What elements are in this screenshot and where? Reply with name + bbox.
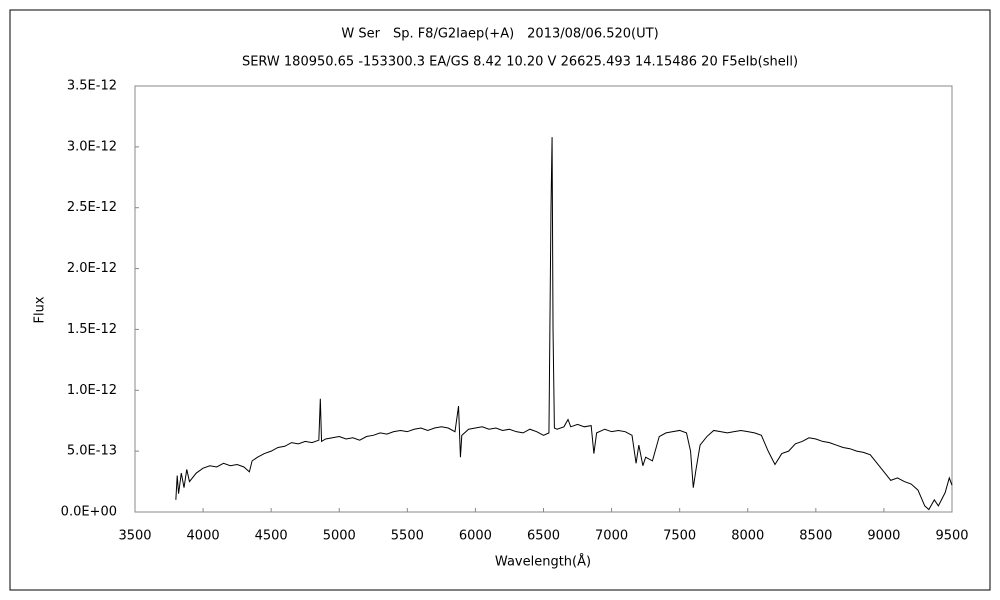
y-tick-label: 5.0E-13 bbox=[67, 444, 117, 459]
x-tick-label: 8500 bbox=[799, 529, 832, 544]
x-tick-label: 3500 bbox=[118, 529, 151, 544]
plot-area bbox=[134, 85, 953, 513]
y-tick-label: 3.5E-12 bbox=[67, 79, 117, 94]
y-tick-label: 2.0E-12 bbox=[67, 261, 117, 276]
x-tick-label: 4500 bbox=[255, 529, 288, 544]
x-tick-label: 7500 bbox=[663, 529, 696, 544]
y-tick-label: 3.0E-12 bbox=[67, 139, 117, 154]
x-tick-label: 6000 bbox=[459, 529, 492, 544]
spectrum-line bbox=[175, 137, 953, 511]
chart-title: W Ser Sp. F8/G2Iaep(+A) 2013/08/06.520(U… bbox=[341, 27, 658, 42]
x-tick-label: 9500 bbox=[935, 529, 968, 544]
x-tick-label: 9000 bbox=[867, 529, 900, 544]
y-tick-label: 1.5E-12 bbox=[67, 322, 117, 337]
x-tick-label: 5500 bbox=[391, 529, 424, 544]
x-tick-label: 8000 bbox=[731, 529, 764, 544]
x-tick-label: 4000 bbox=[187, 529, 220, 544]
y-axis-label: Flux bbox=[33, 296, 48, 323]
x-tick-label: 7000 bbox=[595, 529, 628, 544]
y-tick-label: 2.5E-12 bbox=[67, 200, 117, 215]
x-axis-label: Wavelength(Å) bbox=[495, 554, 591, 570]
y-tick-label: 0.0E+00 bbox=[61, 505, 117, 520]
x-tick-label: 5000 bbox=[323, 529, 356, 544]
x-tick-label: 6500 bbox=[527, 529, 560, 544]
chart-subtitle: SERW 180950.65 -153300.3 EA/GS 8.42 10.2… bbox=[242, 55, 798, 70]
y-tick-label: 1.0E-12 bbox=[67, 383, 117, 398]
